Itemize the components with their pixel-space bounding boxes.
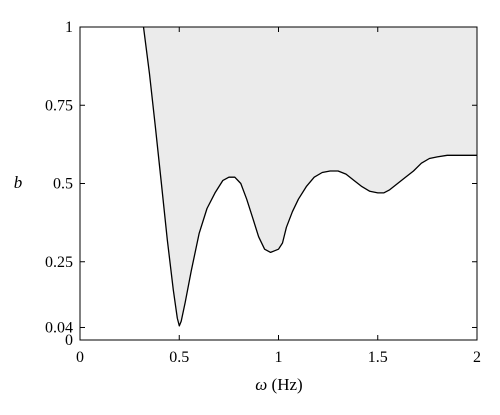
stable-region-fill — [143, 27, 477, 326]
y-tick-label: 0.04 — [45, 319, 73, 336]
y-tick-label: 0.5 — [53, 176, 73, 193]
y-axis-ticks: 00.04 0.25 0.5 0.75 1 — [45, 19, 477, 349]
x-tick-label: 1.5 — [368, 349, 388, 366]
y-axis-label: b — [14, 173, 23, 192]
x-tick-label: 0 — [76, 349, 84, 366]
x-axis-ticks: 0 0.5 1 1.5 2 — [76, 27, 481, 366]
boundary-curve — [142, 26, 477, 327]
x-axis-label: ω (Hz) — [255, 375, 302, 394]
y-tick-label: 0 — [65, 332, 73, 349]
x-tick-label: 2 — [473, 349, 481, 366]
y-tick-label: 1 — [65, 19, 73, 36]
x-tick-label: 0.5 — [169, 349, 189, 366]
x-tick-label: 1 — [275, 349, 283, 366]
plot-area — [79, 26, 478, 341]
x-axis-label-unit: (Hz) — [267, 375, 302, 394]
y-tick-label: 0.25 — [45, 254, 73, 271]
x-axis-label-symbol: ω — [255, 375, 267, 394]
y-tick-label: 0.75 — [45, 97, 73, 114]
